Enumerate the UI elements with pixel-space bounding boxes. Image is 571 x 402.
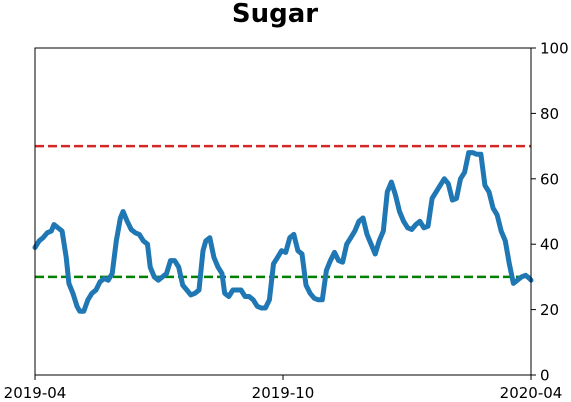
y-axis: 0 20 40 60 80 100 xyxy=(531,40,569,385)
y-tick-label: 60 xyxy=(540,170,559,188)
y-tick-label: 0 xyxy=(540,367,550,385)
series-layer xyxy=(32,150,534,314)
x-axis: 2019-04 2019-10 2020-04 xyxy=(4,375,563,402)
y-tick-label: 80 xyxy=(540,105,559,123)
chart-title: Sugar xyxy=(232,0,318,29)
x-tick-label: 2019-10 xyxy=(252,384,315,402)
series-line-0 xyxy=(32,150,534,314)
plot-area-frame xyxy=(34,47,532,376)
y-tick-label: 20 xyxy=(540,301,559,319)
y-tick-label: 100 xyxy=(540,40,569,58)
x-tick-label: 2020-04 xyxy=(500,384,563,402)
reference-lines xyxy=(35,144,531,279)
y-tick-label: 40 xyxy=(540,236,559,254)
x-tick-label: 2019-04 xyxy=(4,384,67,402)
